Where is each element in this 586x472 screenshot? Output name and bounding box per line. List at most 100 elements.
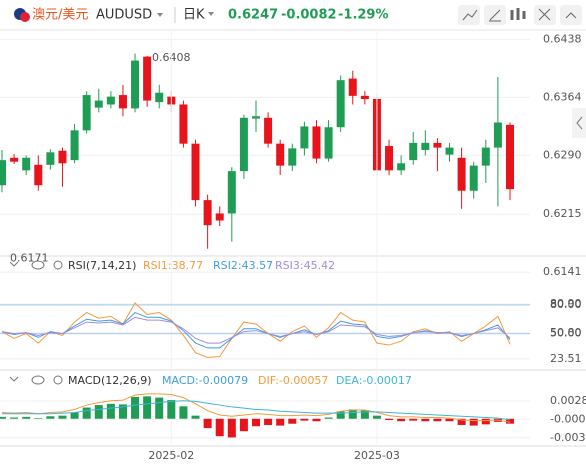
macd-bar [46, 416, 55, 419]
macd-bar [360, 410, 369, 419]
y-tick-label: 80.90 [550, 297, 582, 310]
candle-body [106, 96, 115, 105]
candle-body [227, 171, 236, 214]
macd-bar [372, 415, 381, 419]
symbol[interactable]: AUDUSD [96, 8, 152, 23]
candle-body [433, 142, 442, 148]
y-tick-label: -0.00306 [550, 431, 586, 444]
macd-bar [276, 418, 285, 426]
change-pct: -1.29% [338, 8, 389, 23]
legend-entry: RSI1:38.77 [143, 259, 203, 272]
indicator-title: MACD(12,26,9) [68, 374, 152, 387]
macd-bar [385, 418, 394, 420]
candle-body [46, 152, 55, 165]
settings-icon[interactable] [53, 375, 63, 385]
macd-bar [336, 411, 345, 419]
macd-legend: MACD(12,26,9) [9, 374, 152, 387]
legend-entry: RSI3:45.42 [275, 259, 335, 272]
collapse-icon[interactable] [9, 376, 19, 382]
candle-body [82, 95, 91, 131]
candle-body [360, 95, 369, 99]
macd-bar [203, 418, 212, 429]
candle-body [0, 160, 6, 186]
candle-body [191, 143, 200, 201]
macd-bar [22, 416, 31, 419]
macd-bar [348, 409, 357, 419]
candle-body [22, 157, 31, 171]
y-tick-label: 0.6215 [543, 207, 582, 220]
macd-bar [300, 418, 309, 421]
macd-line [2, 400, 511, 421]
tool-icon [462, 9, 478, 21]
y-tick-label: 23.51 [550, 352, 582, 365]
candle-body [131, 60, 140, 109]
candle-body [421, 142, 430, 150]
macd-bar [34, 418, 43, 419]
tool-icon [489, 9, 501, 22]
macd-bar [469, 418, 478, 426]
macd-bar [481, 418, 490, 425]
macd-bar [264, 418, 273, 425]
settings-icon[interactable] [53, 260, 63, 270]
legend-entry: DEA:-0.00017 [336, 374, 412, 387]
tool-icon [538, 8, 551, 21]
rsi-line [1, 302, 511, 358]
tool-icon[interactable] [510, 8, 526, 20]
macd-bar [0, 416, 6, 419]
candle-body [118, 95, 127, 109]
candle-body [336, 80, 345, 128]
side-toggle[interactable] [572, 108, 586, 138]
candle-body [457, 157, 466, 191]
legend-entry: MACD:-0.00079 [162, 374, 248, 387]
candle-body [324, 127, 333, 159]
legend-entry: DIF:-0.00057 [258, 374, 328, 387]
macd-line [1, 393, 511, 423]
macd-bar [118, 404, 127, 419]
macd-bar [288, 418, 297, 424]
macd-bar [131, 396, 140, 419]
indicator-title: RSI(7,14,21) [68, 259, 136, 272]
pair-name[interactable]: 澳元/美元 [32, 7, 88, 23]
candle-body [288, 148, 297, 166]
collapse-icon[interactable] [9, 261, 19, 267]
candle-body [252, 116, 260, 119]
rsi-line [1, 316, 511, 344]
candle-body [409, 142, 418, 161]
candle-body [481, 147, 490, 166]
change: -0.0082 [281, 8, 337, 23]
macd-bar [421, 418, 430, 422]
candle-body [312, 126, 321, 159]
macd-bar [312, 418, 321, 422]
macd-bar [143, 396, 152, 419]
eye-icon[interactable] [31, 260, 45, 270]
macd-bar [433, 418, 442, 422]
toolbar [458, 5, 582, 25]
candle-body [10, 157, 19, 162]
rsi-legend: RSI(7,14,21) [9, 259, 136, 272]
macd-bar [239, 418, 248, 432]
candle-body [70, 130, 79, 161]
macd-bar [70, 412, 79, 419]
candle-body [58, 150, 67, 164]
y-tick-label: 50.80 [550, 326, 582, 339]
y-tick-label: 0.6290 [543, 148, 582, 161]
dropdown-arrow[interactable] [157, 13, 163, 17]
y-tick-label: 50.00 [550, 327, 582, 340]
candle-body [276, 143, 285, 166]
macd-bar [179, 406, 188, 419]
macd-bar [167, 400, 176, 419]
macd-bar [457, 418, 466, 425]
candle-body [203, 200, 212, 226]
candle-body [506, 124, 514, 190]
tool-button[interactable] [560, 5, 582, 25]
side-toggle-icon [576, 116, 583, 130]
period[interactable]: 日K [183, 8, 205, 23]
candle-body [385, 146, 394, 171]
eye-icon[interactable] [31, 375, 45, 385]
y-tick-label: 0.6364 [543, 90, 582, 103]
candle-body [179, 104, 188, 144]
candle-body [445, 147, 454, 155]
dropdown-arrow[interactable] [208, 12, 214, 16]
